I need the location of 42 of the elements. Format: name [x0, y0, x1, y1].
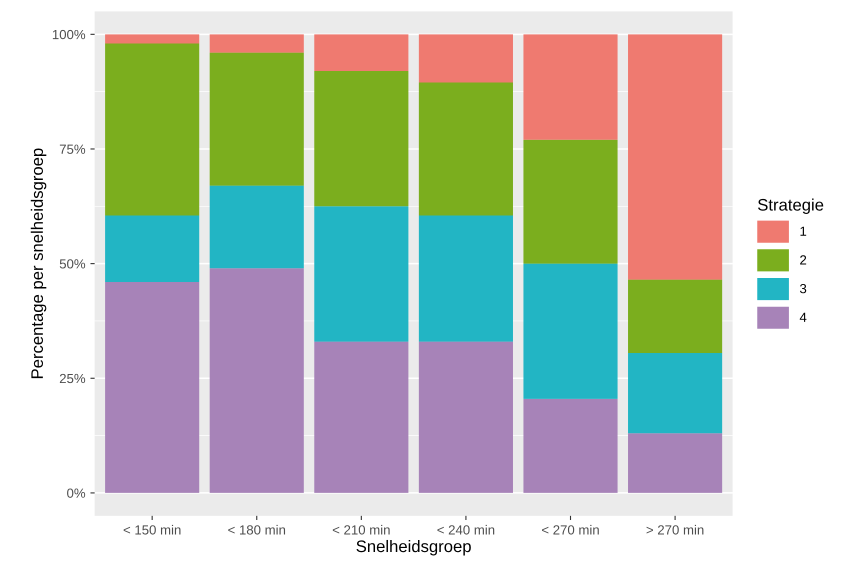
bar — [418, 82, 513, 216]
legend-label: 3 — [800, 284, 806, 294]
y-tick-label: 50% — [60, 259, 86, 269]
legend-label: 4 — [800, 312, 806, 322]
bar — [628, 34, 722, 280]
bar — [210, 186, 304, 268]
bar — [628, 433, 722, 493]
bar — [523, 34, 618, 140]
bar — [105, 215, 200, 282]
bar — [523, 140, 618, 264]
x-tick-label: > 270 min — [646, 524, 704, 535]
y-tick-label: 100% — [52, 30, 86, 40]
x-axis-title: Snelheidsgroep — [356, 540, 471, 556]
bar — [418, 34, 513, 82]
y-tick-label: 0% — [67, 488, 86, 498]
y-tick-label: 75% — [60, 144, 86, 154]
bar — [418, 342, 513, 493]
legend-label: 2 — [800, 255, 806, 264]
bar — [210, 268, 304, 493]
bar — [418, 215, 513, 342]
bar — [314, 71, 408, 206]
bar — [210, 34, 304, 53]
bar — [628, 353, 722, 434]
bar — [210, 52, 304, 186]
y-axis-title: Percentage per snelheidsgroep — [30, 148, 46, 378]
bar — [105, 44, 200, 216]
x-tick-label: < 240 min — [437, 524, 494, 535]
bar — [523, 398, 618, 493]
bar — [523, 264, 618, 399]
bar — [105, 282, 200, 493]
x-tick-label: < 180 min — [228, 524, 286, 535]
legend-title: Strategie — [758, 198, 824, 214]
x-tick-label: < 210 min — [332, 524, 390, 535]
legend-label: 1 — [800, 226, 806, 236]
x-tick-label: < 150 min — [124, 524, 180, 535]
bar — [314, 34, 408, 72]
bar — [314, 342, 408, 493]
x-tick-label: < 270 min — [542, 524, 599, 535]
y-tick-label: 25% — [60, 374, 86, 384]
bar — [628, 280, 722, 354]
bar — [105, 34, 200, 44]
bar — [314, 206, 408, 342]
